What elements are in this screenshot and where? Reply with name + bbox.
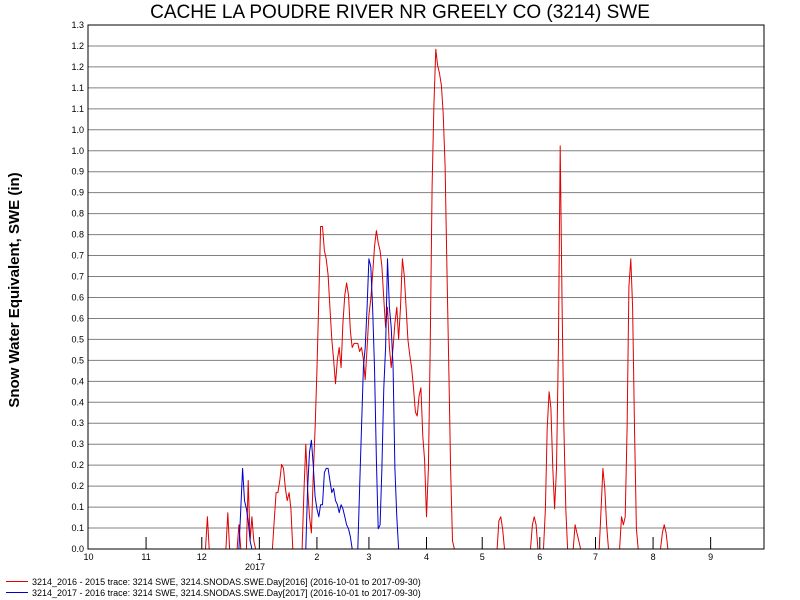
y-axis-label-group: Snow Water Equivalent, SWE (in) [6,172,23,407]
plot-frame [87,24,765,550]
y-tick-label: 1.2 [71,41,84,51]
y-tick-label: 0.9 [71,167,84,177]
y-tick-label: 0.9 [71,188,84,198]
legend-label-2017: 3214_2017 - 2016 trace: 3214 SWE, 3214.S… [32,587,421,598]
x-tick-label: 9 [708,552,713,562]
x-tick-label: 4 [424,552,429,562]
y-tick-label: 0.0 [71,544,84,554]
x-tick-label: 5 [480,552,485,562]
x-axis-year-label: 2017 [245,562,265,572]
chart-title: CACHE LA POUDRE RIVER NR GREELY CO (3214… [150,2,650,23]
y-tick-label: 0.1 [71,523,84,533]
y-tick-label: 0.1 [71,502,84,512]
y-axis-title: Snow Water Equivalent, SWE (in) [6,172,23,407]
series-layer [88,48,765,550]
series-line-2016 [88,48,765,550]
x-tick-label: 3 [366,552,371,562]
y-tick-label: 0.7 [71,251,84,261]
y-tick-label: 1.1 [71,104,84,114]
y-tick-label: 0.8 [71,209,84,219]
x-tick-label: 7 [593,552,598,562]
y-tick-label: 0.3 [71,439,84,449]
y-tick-label: 0.5 [71,334,84,344]
y-tick-label: 0.6 [71,292,84,302]
y-tick-label: 1.0 [71,146,84,156]
x-tick-label: 12 [197,552,207,562]
y-tick-label: 0.2 [71,460,84,470]
x-axis-ticks: 10 11 12 1 2 3 4 5 6 7 8 9 [83,537,713,562]
y-tick-label: 1.1 [71,83,84,93]
y-tick-label: 0.7 [71,272,84,282]
x-tick-label: 10 [83,552,93,562]
x-tick-label: 2 [314,552,319,562]
y-tick-label: 0.4 [71,376,84,386]
y-axis-ticks: 0.0 0.1 0.1 0.2 0.2 0.3 0.3 0.4 0.4 0.5 0.5 0.6 0.6 0… [71,20,84,554]
x-tick-label: 1 [257,552,262,562]
y-tick-label: 1.0 [71,125,84,135]
y-tick-label: 0.8 [71,230,84,240]
x-tick-label: 8 [651,552,656,562]
legend-item-2017: 3214_2017 - 2016 trace: 3214 SWE, 3214.S… [6,587,421,598]
y-tick-label: 0.3 [71,418,84,428]
y-tick-label: 1.2 [71,62,84,72]
x-tick-label: 11 [141,552,150,562]
y-tick-label: 0.6 [71,313,84,323]
grid-lines [88,24,764,550]
legend-swatch-2017 [6,592,28,593]
y-tick-label: 0.2 [71,481,84,491]
y-tick-label: 0.4 [71,397,84,407]
y-tick-label: 1.3 [71,20,84,30]
x-tick-label: 6 [537,552,542,562]
y-tick-label: 0.5 [71,355,84,365]
legend-item-2016: 3214_2016 - 2015 trace: 3214 SWE, 3214.S… [6,576,421,587]
legend-label-2016: 3214_2016 - 2015 trace: 3214 SWE, 3214.S… [32,576,421,587]
series-line-2017 [238,258,400,550]
legend-swatch-2016 [6,581,28,582]
